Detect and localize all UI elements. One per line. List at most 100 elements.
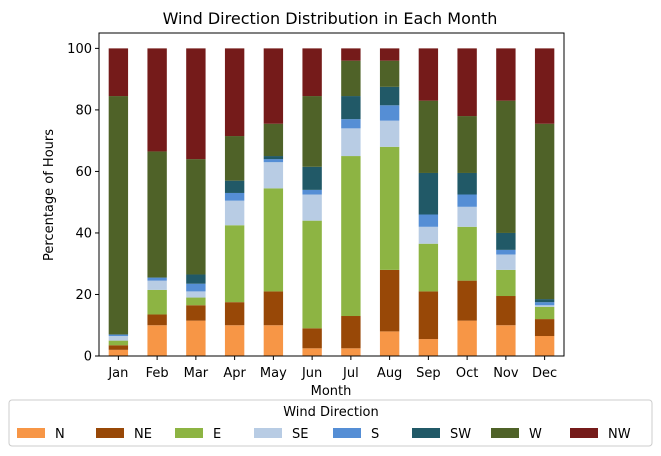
bar-jan-ne bbox=[108, 345, 129, 350]
x-tick-label-nov: Nov bbox=[493, 366, 519, 381]
bar-may-w bbox=[263, 123, 284, 157]
y-tick-label: 20 bbox=[75, 288, 92, 303]
bar-jul-se bbox=[341, 128, 361, 157]
bar-oct-ne bbox=[457, 280, 477, 321]
bar-jul-s bbox=[341, 119, 361, 129]
bar-jun-e bbox=[302, 220, 322, 329]
y-axis-label: Percentage of Hours bbox=[42, 129, 57, 261]
bar-mar-se bbox=[186, 291, 206, 298]
bar-apr-n bbox=[224, 325, 245, 356]
legend-swatch-nw bbox=[570, 428, 598, 438]
bar-nov-sw bbox=[496, 232, 516, 250]
legend-swatch-se bbox=[254, 428, 282, 438]
bar-sep-n bbox=[418, 339, 439, 356]
bar-oct-e bbox=[457, 226, 477, 281]
bar-aug-nw bbox=[379, 48, 400, 61]
bar-jun-ne bbox=[302, 328, 322, 349]
bar-feb-nw bbox=[147, 48, 167, 152]
bar-apr-se bbox=[224, 200, 245, 226]
legend-label-n: N bbox=[55, 427, 65, 442]
bar-may-n bbox=[263, 325, 284, 356]
bar-nov-e bbox=[496, 269, 516, 297]
bar-jan-se bbox=[108, 336, 129, 341]
bar-sep-w bbox=[418, 100, 439, 173]
bar-jul-e bbox=[341, 156, 361, 317]
bar-feb-se bbox=[147, 280, 167, 290]
bar-dec-se bbox=[534, 305, 555, 307]
bar-sep-sw bbox=[418, 172, 439, 215]
bar-jun-w bbox=[302, 96, 322, 167]
bar-oct-nw bbox=[457, 48, 477, 117]
bar-mar-n bbox=[186, 320, 206, 356]
bar-jan-w bbox=[108, 96, 129, 335]
bar-mar-nw bbox=[186, 48, 206, 160]
bar-aug-e bbox=[379, 146, 400, 270]
bar-jun-nw bbox=[302, 48, 322, 97]
bar-feb-n bbox=[147, 325, 167, 356]
x-tick-label-oct: Oct bbox=[456, 366, 478, 381]
bar-oct-w bbox=[457, 116, 477, 173]
legend-title: Wind Direction bbox=[283, 405, 379, 420]
x-tick-label-apr: Apr bbox=[223, 366, 246, 381]
bar-jan-n bbox=[108, 349, 129, 356]
chart-title: Wind Direction Distribution in Each Mont… bbox=[163, 9, 498, 28]
x-tick-label-dec: Dec bbox=[532, 366, 557, 381]
bar-oct-sw bbox=[457, 172, 477, 195]
bar-nov-se bbox=[496, 254, 516, 270]
bar-dec-nw bbox=[534, 48, 555, 124]
y-tick-label: 100 bbox=[67, 42, 92, 57]
bar-apr-nw bbox=[224, 48, 245, 137]
bar-nov-n bbox=[496, 325, 516, 356]
bar-dec-s bbox=[534, 302, 555, 306]
legend-label-e: E bbox=[213, 427, 221, 442]
bar-mar-ne bbox=[186, 305, 206, 321]
legend-label-se: SE bbox=[292, 427, 308, 442]
bar-jun-sw bbox=[302, 166, 322, 190]
axes-frame bbox=[98, 32, 565, 357]
bar-aug-s bbox=[379, 105, 400, 121]
legend-swatch-sw bbox=[412, 428, 440, 438]
legend: Wind Direction N NE E SE S SW W NW bbox=[8, 399, 653, 447]
bar-nov-s bbox=[496, 249, 516, 255]
x-tick-label-may: May bbox=[260, 366, 287, 381]
x-tick-label-feb: Feb bbox=[146, 366, 169, 381]
y-axis-ticks: 0 20 40 60 80 100 bbox=[67, 42, 99, 365]
bar-jun-n bbox=[302, 348, 322, 356]
bar-jul-ne bbox=[341, 316, 361, 349]
bar-dec-ne bbox=[534, 319, 555, 337]
legend-swatch-ne bbox=[96, 428, 124, 438]
x-tick-label-aug: Aug bbox=[377, 366, 402, 381]
bars-layer bbox=[108, 48, 555, 356]
bar-aug-n bbox=[379, 331, 400, 356]
bar-may-e bbox=[263, 188, 284, 292]
legend-label-sw: SW bbox=[450, 427, 471, 442]
bar-jun-s bbox=[302, 189, 322, 195]
bar-dec-w bbox=[534, 123, 555, 300]
bar-sep-e bbox=[418, 243, 439, 292]
legend-label-ne: NE bbox=[134, 427, 152, 442]
legend-swatch-n bbox=[17, 428, 45, 438]
bar-jan-s bbox=[108, 334, 129, 337]
bar-may-nw bbox=[263, 48, 284, 124]
bar-sep-se bbox=[418, 226, 439, 244]
bar-aug-ne bbox=[379, 269, 400, 332]
bar-mar-w bbox=[186, 159, 206, 275]
x-axis-ticks: Jan Feb Mar Apr May Jun Jul Aug Sep Oct Nov Dec bbox=[107, 356, 557, 381]
x-tick-label-mar: Mar bbox=[184, 366, 209, 381]
bar-apr-ne bbox=[224, 302, 245, 326]
bar-jul-w bbox=[341, 60, 361, 97]
bar-sep-s bbox=[418, 214, 439, 227]
bar-may-se bbox=[263, 162, 284, 189]
bar-apr-sw bbox=[224, 180, 245, 193]
bar-jan-nw bbox=[108, 48, 129, 97]
bar-sep-nw bbox=[418, 48, 439, 101]
y-tick-label: 80 bbox=[75, 103, 92, 118]
bar-nov-ne bbox=[496, 296, 516, 326]
legend-swatch-e bbox=[175, 428, 203, 438]
bar-oct-se bbox=[457, 206, 477, 227]
x-tick-label-sep: Sep bbox=[416, 366, 441, 381]
legend-label-s: S bbox=[371, 427, 379, 442]
x-tick-label-jul: Jul bbox=[342, 366, 359, 381]
bar-jul-sw bbox=[341, 96, 361, 120]
